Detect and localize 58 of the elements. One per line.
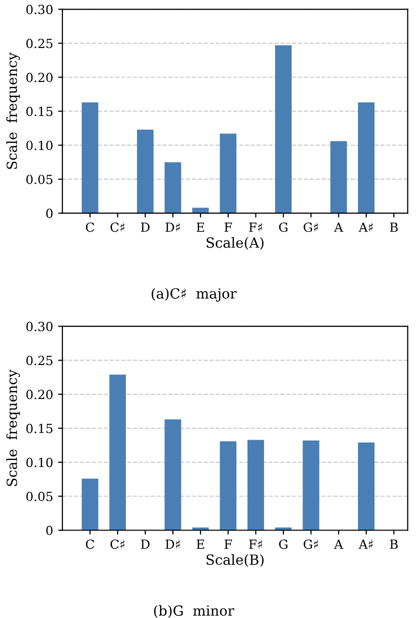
bar: [358, 442, 375, 530]
x-tick-label: G: [279, 222, 288, 232]
bar: [164, 162, 182, 214]
bar: [136, 130, 154, 214]
x-tick-label: D: [140, 540, 150, 549]
x-tick-label: B: [390, 222, 398, 232]
bar: [358, 102, 375, 214]
y-tick-label: 0.05: [26, 174, 52, 184]
x-tick-label: C♯: [110, 539, 124, 549]
x-tick-label: F♯: [249, 222, 262, 232]
x-tick-label: E: [196, 540, 204, 549]
x-axis-title: Scale(B): [206, 554, 264, 567]
x-axis-title: Scale(A): [206, 237, 264, 250]
bar: [164, 419, 182, 530]
x-tick-label: A: [334, 222, 344, 232]
x-tick-label: D♯: [166, 540, 180, 549]
y-tick-label: 0: [46, 526, 53, 536]
y-tick-label: 0.25: [26, 38, 52, 48]
y-tick-label: 0.20: [26, 390, 53, 400]
x-tick-label: C: [86, 222, 94, 232]
bar: [82, 102, 98, 214]
y-tick-label: 0.05: [26, 492, 52, 502]
x-tick-label: C♯: [110, 222, 124, 232]
y-tick-label: 0: [46, 208, 53, 218]
x-tick-label: F♯: [249, 540, 262, 549]
bar: [220, 134, 236, 214]
x-tick-label: A: [334, 540, 344, 549]
bar: [247, 440, 264, 530]
x-tick-label: F: [224, 222, 232, 232]
y-tick-label: 0.30: [26, 322, 53, 332]
y-axis-title: Scale frequency: [6, 369, 20, 486]
x-tick-label: G♯: [304, 539, 318, 549]
y-tick-label: 0.15: [26, 424, 52, 434]
x-tick-label: A♯: [358, 222, 373, 232]
x-tick-label: C: [86, 539, 94, 549]
bar: [330, 141, 347, 214]
x-tick-label: F: [224, 540, 232, 549]
bar: [302, 440, 320, 530]
bar: [109, 374, 126, 530]
x-tick-label: G♯: [304, 222, 318, 232]
x-tick-label: D: [140, 222, 150, 232]
bar: [82, 478, 98, 530]
y-tick-label: 0.30: [26, 4, 53, 14]
y-tick-label: 0.15: [26, 106, 52, 116]
x-tick-label: E: [196, 222, 204, 232]
y-tick-label: 0.10: [26, 458, 53, 468]
bar: [220, 441, 236, 530]
x-tick-label: A♯: [358, 540, 373, 549]
x-tick-label: D♯: [166, 222, 180, 232]
y-tick-label: 0.25: [26, 356, 52, 366]
x-tick-label: G: [279, 539, 288, 549]
x-tick-label: B: [390, 540, 398, 549]
text: (a)C♯ major: [152, 288, 237, 302]
bar: [275, 45, 292, 214]
y-tick-label: 0.10: [26, 140, 53, 150]
text: (b)G minor: [154, 605, 234, 618]
y-axis-title: Scale frequency: [6, 52, 20, 169]
y-tick-label: 0.20: [26, 72, 53, 82]
